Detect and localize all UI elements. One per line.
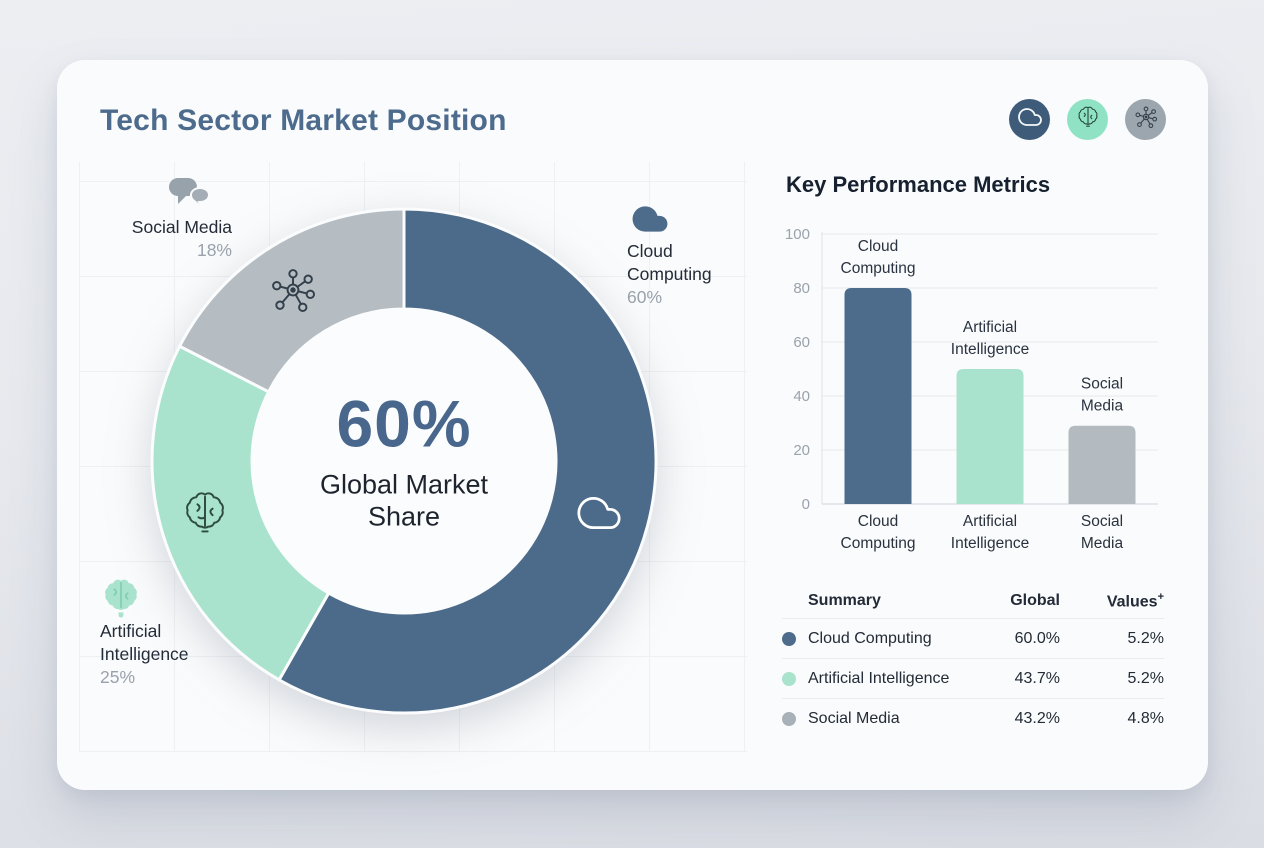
svg-text:Intelligence: Intelligence bbox=[951, 341, 1029, 358]
market-share-value: 60% bbox=[336, 386, 472, 461]
row-global-value: 43.2% bbox=[1014, 709, 1060, 727]
legend-percent: 25% bbox=[100, 666, 136, 687]
speech-bubbles-icon bbox=[164, 176, 214, 220]
cloud-icon bbox=[574, 491, 624, 540]
svg-text:60: 60 bbox=[793, 334, 810, 351]
svg-text:Artificial: Artificial bbox=[963, 513, 1017, 530]
network-icon bbox=[1133, 104, 1159, 135]
legend-artificial-intelligence: Artificial Intelligence 25% bbox=[100, 620, 232, 688]
dashboard-card: Tech Sector Market Position bbox=[57, 60, 1208, 790]
svg-text:Social: Social bbox=[1081, 376, 1123, 393]
svg-text:40: 40 bbox=[793, 388, 810, 405]
svg-text:100: 100 bbox=[785, 226, 810, 243]
legend-social-media: Social Media 18% bbox=[120, 178, 232, 262]
svg-text:Social: Social bbox=[1081, 513, 1123, 530]
summary-table: Summary Global Values+ Cloud Computing 6… bbox=[782, 584, 1164, 738]
header-summary: Summary bbox=[808, 592, 881, 609]
row-values-value: 5.2% bbox=[1127, 629, 1164, 647]
row-label: Cloud Computing bbox=[808, 629, 932, 647]
table-header-row: Summary Global Values+ bbox=[782, 584, 1164, 618]
svg-text:Cloud: Cloud bbox=[858, 238, 899, 255]
legend-label: Social Media bbox=[131, 217, 232, 237]
metrics-title: Key Performance Metrics bbox=[786, 172, 1051, 197]
svg-text:Computing: Computing bbox=[841, 260, 916, 277]
legend-cloud-computing: Cloud Computing 60% bbox=[627, 240, 733, 308]
network-chip-button[interactable] bbox=[1125, 99, 1166, 140]
brain-icon bbox=[1075, 104, 1101, 135]
row-values-value: 5.2% bbox=[1127, 669, 1164, 687]
donut-center-label: 60% Global Market Share bbox=[289, 386, 519, 534]
legend-label: Artificial Intelligence bbox=[100, 621, 189, 664]
donut-chart: 60% Global Market Share bbox=[144, 201, 664, 721]
row-color-dot bbox=[782, 671, 796, 686]
svg-text:Artificial: Artificial bbox=[963, 319, 1017, 336]
network-icon bbox=[267, 264, 319, 321]
svg-text:0: 0 bbox=[802, 496, 810, 513]
table-row: Social Media 43.2% 4.8% bbox=[782, 698, 1164, 738]
row-global-value: 43.7% bbox=[1014, 669, 1060, 687]
svg-text:Cloud: Cloud bbox=[858, 513, 899, 530]
row-global-value: 60.0% bbox=[1014, 629, 1060, 647]
svg-text:Media: Media bbox=[1081, 535, 1124, 552]
svg-text:Media: Media bbox=[1081, 398, 1124, 415]
row-color-dot bbox=[782, 711, 796, 726]
header-global: Global bbox=[1010, 592, 1060, 609]
brain-icon bbox=[179, 487, 231, 544]
legend-label: Cloud Computing bbox=[627, 241, 712, 284]
cloud-icon bbox=[1017, 105, 1042, 134]
bar-chart: 0 20 40 60 80 100 Cloud Computing Cloud Computing… bbox=[785, 226, 1158, 552]
donut-ring bbox=[150, 207, 658, 715]
legend-percent: 18% bbox=[196, 239, 232, 260]
row-values-value: 4.8% bbox=[1127, 709, 1164, 727]
svg-text:Intelligence: Intelligence bbox=[951, 535, 1029, 552]
cloud-icon bbox=[627, 200, 673, 243]
brain-chip-button[interactable] bbox=[1067, 99, 1108, 140]
row-color-dot bbox=[782, 631, 796, 646]
brain-icon bbox=[98, 574, 144, 625]
table-row: Cloud Computing 60.0% 5.2% bbox=[782, 618, 1164, 658]
svg-text:20: 20 bbox=[793, 442, 810, 459]
row-label: Social Media bbox=[808, 709, 900, 727]
header-icon-group bbox=[1009, 99, 1166, 140]
header-values: Values+ bbox=[1106, 590, 1164, 611]
row-label: Artificial Intelligence bbox=[808, 669, 950, 687]
cloud-chip-button[interactable] bbox=[1009, 99, 1050, 140]
legend-percent: 60% bbox=[627, 286, 663, 307]
market-share-caption: Global Market Share bbox=[319, 469, 489, 532]
page-title: Tech Sector Market Position bbox=[100, 104, 507, 137]
table-row: Artificial Intelligence 43.7% 5.2% bbox=[782, 658, 1164, 698]
svg-text:80: 80 bbox=[793, 280, 810, 297]
svg-text:Computing: Computing bbox=[841, 535, 916, 552]
